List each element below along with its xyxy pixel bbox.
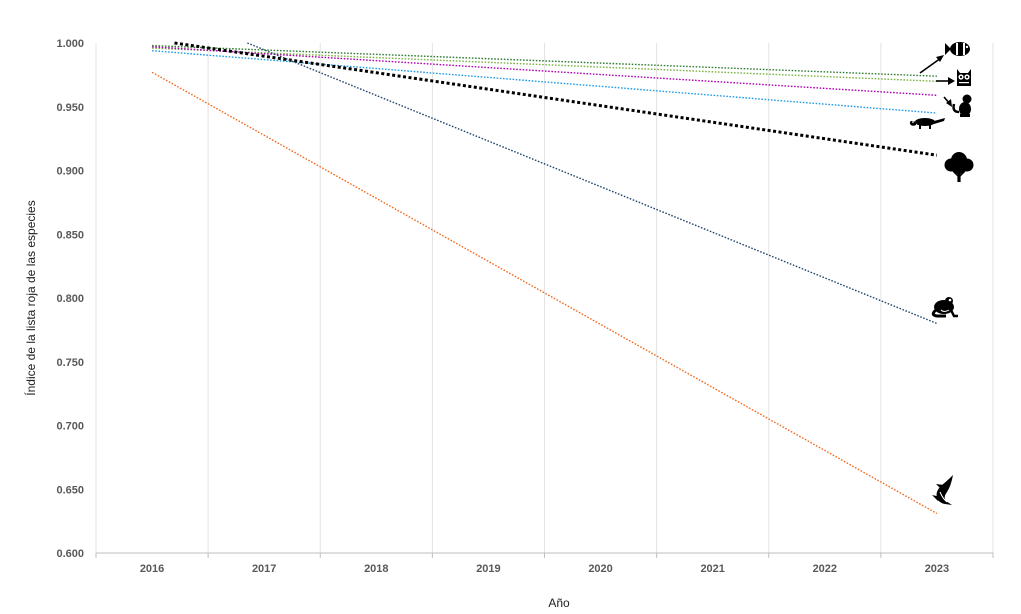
- axes: [95, 552, 994, 558]
- x-tick-labels: 2016 2017 2018 2019 2020 2021 2022 2023: [140, 563, 949, 575]
- series-line-tree: [174, 41, 938, 157]
- series-lines: [151, 41, 938, 515]
- grid-lines: [95, 43, 994, 553]
- fish-pointer-arrow: [919, 57, 942, 74]
- y-tick-label: 0.900: [56, 166, 84, 178]
- y-tick-label: 0.600: [56, 548, 84, 560]
- x-tick-label: 2019: [476, 563, 500, 575]
- series-line-lizard: [152, 50, 937, 114]
- x-axis-title: Año: [548, 596, 570, 610]
- species-icons: [909, 42, 974, 505]
- x-tick-label: 2018: [364, 563, 388, 575]
- owl-pointer-arrowhead: [948, 77, 955, 85]
- x-tick-label: 2020: [588, 563, 612, 575]
- y-tick-label: 0.800: [56, 293, 84, 305]
- x-tick-label: 2023: [925, 563, 949, 575]
- y-axis-title: Índice de la lista roja de las especies: [23, 200, 38, 395]
- x-tick-label: 2021: [700, 563, 724, 575]
- y-tick-label: 1.000: [56, 38, 84, 50]
- lizard-icon: [909, 118, 945, 129]
- x-tick-label: 2022: [813, 563, 837, 575]
- y-tick-label: 0.950: [56, 102, 84, 114]
- y-tick-label: 0.700: [56, 421, 84, 433]
- y-tick-label: 0.650: [56, 484, 84, 496]
- y-tick-labels: 0.600 0.650 0.700 0.750 0.800 0.850 0.900 0.950…: [56, 38, 84, 560]
- x-tick-label: 2016: [140, 563, 164, 575]
- fish-icon: [945, 42, 970, 56]
- monkey-icon: [952, 94, 972, 117]
- tree-icon: [944, 152, 974, 182]
- x-tick-label: 2017: [252, 563, 276, 575]
- monkey-pointer-arrowhead: [946, 99, 952, 107]
- pointer-arrows: [919, 55, 955, 107]
- series-line-shark: [151, 71, 938, 515]
- fish-pointer-arrowhead: [936, 55, 944, 62]
- y-tick-label: 0.850: [56, 229, 84, 241]
- shark-icon: [932, 475, 953, 505]
- y-tick-label: 0.750: [56, 357, 84, 369]
- frog-icon: [931, 297, 958, 318]
- series-line-frog: [247, 42, 938, 325]
- owl-icon: [957, 69, 971, 86]
